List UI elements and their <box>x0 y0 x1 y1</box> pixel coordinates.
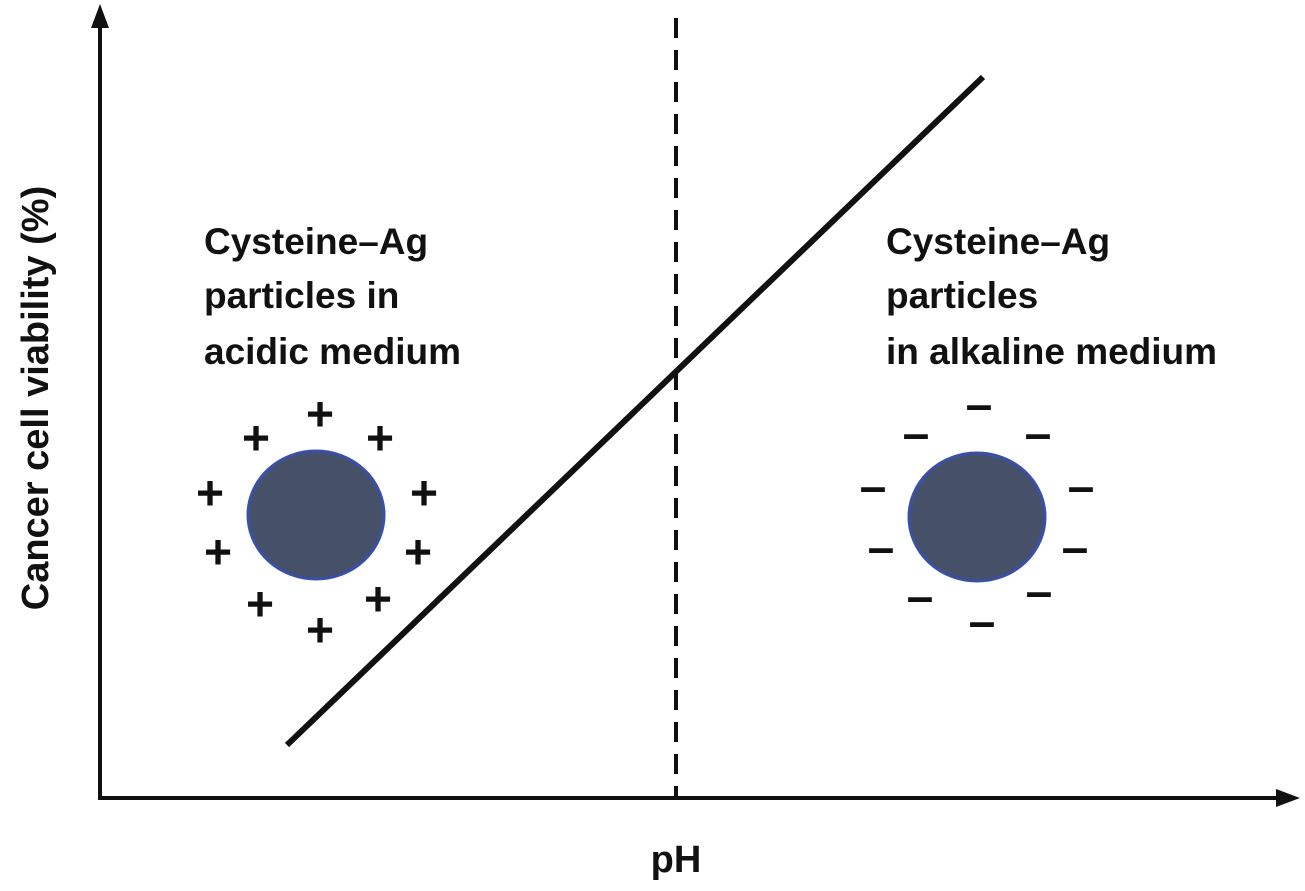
positive-charges: ++ ++ ++ ++ ++ <box>196 389 438 658</box>
minus-charge-icon-1: – <box>966 379 993 432</box>
minus-charge-icon-5: – <box>1068 461 1095 514</box>
x-axis-arrow-icon <box>1276 789 1300 807</box>
minus-charge-icon-2: – <box>903 408 930 461</box>
right-label-line-2: particles <box>886 275 1038 316</box>
plus-charge-icon-10: + <box>306 605 334 658</box>
minus-charge-icon-4: – <box>860 461 887 514</box>
plus-charge-icon-2: + <box>242 413 270 466</box>
minus-charge-icon-6: – <box>868 522 895 575</box>
left-label-line-2: particles in <box>204 275 399 316</box>
left-label-line-1: Cysteine–Ag <box>204 221 428 262</box>
minus-charge-icon-8: – <box>907 571 934 624</box>
y-axis-arrow-icon <box>91 4 109 28</box>
right-label-line-3: in alkaline medium <box>886 331 1217 372</box>
left-label-line-3: acidic medium <box>204 331 461 372</box>
trend-line <box>284 74 986 748</box>
plus-charge-icon-6: + <box>204 527 232 580</box>
right-panel-label: Cysteine–Ag particles in alkaline medium <box>886 221 1217 372</box>
left-panel-label: Cysteine–Ag particles in acidic medium <box>204 221 461 372</box>
alkaline-particle-icon <box>907 451 1047 583</box>
acidic-particle-icon <box>246 449 386 581</box>
plus-charge-icon-3: + <box>366 413 394 466</box>
negative-charges: –– –– –– –– –– <box>860 379 1095 649</box>
y-axis <box>91 4 109 798</box>
minus-charge-icon-9: – <box>1026 566 1053 619</box>
plus-charge-icon-8: + <box>246 579 274 632</box>
minus-charge-icon-10: – <box>969 596 996 649</box>
plus-charge-icon-4: + <box>196 468 224 521</box>
plus-charge-icon-7: + <box>404 527 432 580</box>
right-label-line-1: Cysteine–Ag <box>886 221 1110 262</box>
y-axis-label: Cancer cell viability (%) <box>15 186 57 611</box>
x-axis <box>98 789 1300 807</box>
plus-charge-icon-9: + <box>364 574 392 627</box>
minus-charge-icon-7: – <box>1062 522 1089 575</box>
minus-charge-icon-3: – <box>1025 408 1052 461</box>
plus-charge-icon-1: + <box>306 389 334 442</box>
plus-charge-icon-5: + <box>410 468 438 521</box>
x-axis-label: pH <box>651 839 702 881</box>
